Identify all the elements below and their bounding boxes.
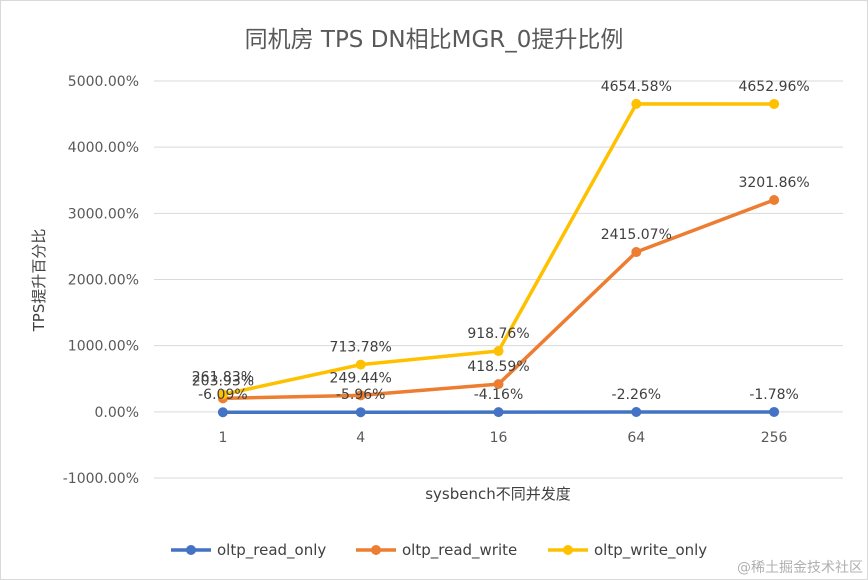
data-label-oltp_read_only: -1.78% (749, 387, 799, 403)
x-tick-label: 16 (490, 430, 508, 446)
data-point-oltp_read_only (631, 406, 642, 417)
y-tick-label: 4000.00% (68, 140, 139, 156)
data-label-oltp_read_only: -2.26% (612, 387, 662, 403)
data-point-oltp_read_only (217, 407, 228, 418)
data-point-oltp_read_write (631, 247, 642, 258)
x-tick-labels: 1 4 16 64 256 (218, 430, 787, 446)
x-tick-label: 256 (761, 430, 788, 446)
data-label-oltp_read_write: 2415.07% (601, 227, 672, 243)
legend: oltp_read_only oltp_read_write oltp_write_… (171, 541, 707, 560)
data-point-oltp_write_only (631, 98, 642, 109)
y-tick-label: 1000.00% (68, 339, 139, 355)
chart-title: 同机房 TPS DN相比MGR_0提升比例 (245, 27, 624, 53)
legend-label-oltp_read_only: oltp_read_only (217, 541, 326, 560)
data-label-oltp_read_write: 249.44% (330, 370, 392, 386)
data-label-oltp_read_write: 3201.86% (738, 175, 809, 191)
data-point-oltp_read_write (769, 194, 780, 205)
gridlines (154, 80, 843, 479)
data-point-oltp_read_write (493, 379, 504, 390)
data-label-oltp_write_only: 4652.96% (738, 79, 809, 95)
y-tick-label: 2000.00% (68, 273, 139, 289)
legend-label-oltp_read_write: oltp_read_write (402, 541, 517, 560)
x-axis-title: sysbench不同并发度 (425, 485, 571, 503)
data-label-oltp_write_only: 261.83% (192, 370, 254, 386)
data-label-oltp_write_only: 4654.58% (601, 79, 672, 95)
data-label-oltp_write_only: 713.78% (330, 340, 392, 356)
data-label-oltp_read_write: 418.59% (467, 359, 529, 375)
legend-label-oltp_write_only: oltp_write_only (594, 541, 707, 560)
y-tick-label: -1000.00% (63, 471, 139, 487)
y-tick-label: 5000.00% (68, 74, 139, 90)
y-tick-label: 0.00% (95, 405, 139, 421)
y-axis-title: TPS提升百分比 (30, 229, 48, 333)
y-tick-label: 3000.00% (68, 206, 139, 222)
data-point-oltp_write_only (769, 98, 780, 109)
x-tick-label: 64 (627, 430, 645, 446)
data-point-oltp_write_only (355, 359, 366, 370)
legend-marker-oltp_read_only (186, 545, 196, 555)
data-point-oltp_read_write (355, 390, 366, 401)
legend-marker-oltp_write_only (563, 545, 573, 555)
data-label-oltp_read_write: 203.93% (192, 373, 254, 389)
watermark: @稀土掘金技术社区 (737, 560, 863, 576)
data-point-oltp_write_only (217, 389, 228, 400)
x-tick-label: 4 (356, 430, 365, 446)
data-point-oltp_read_only (355, 407, 366, 418)
data-label-oltp_write_only: 918.76% (467, 326, 529, 342)
y-tick-labels: -1000.00% 0.00% 1000.00% 2000.00% 3000.00% 40… (63, 74, 139, 487)
data-point-oltp_write_only (493, 346, 504, 357)
data-point-oltp_read_only (769, 406, 780, 417)
data-label-oltp_read_only: -6.09% (198, 387, 248, 403)
series-lines (217, 98, 780, 418)
data-label-oltp_read_only: -5.96% (336, 387, 386, 403)
data-labels: -6.09% -5.96% -4.16% -2.26% -1.78% 203.93% 249… (192, 79, 810, 403)
x-tick-label: 1 (218, 430, 227, 446)
data-label-oltp_read_only: -4.16% (474, 387, 524, 403)
data-point-oltp_read_only (493, 407, 504, 418)
legend-marker-oltp_read_write (371, 545, 381, 555)
